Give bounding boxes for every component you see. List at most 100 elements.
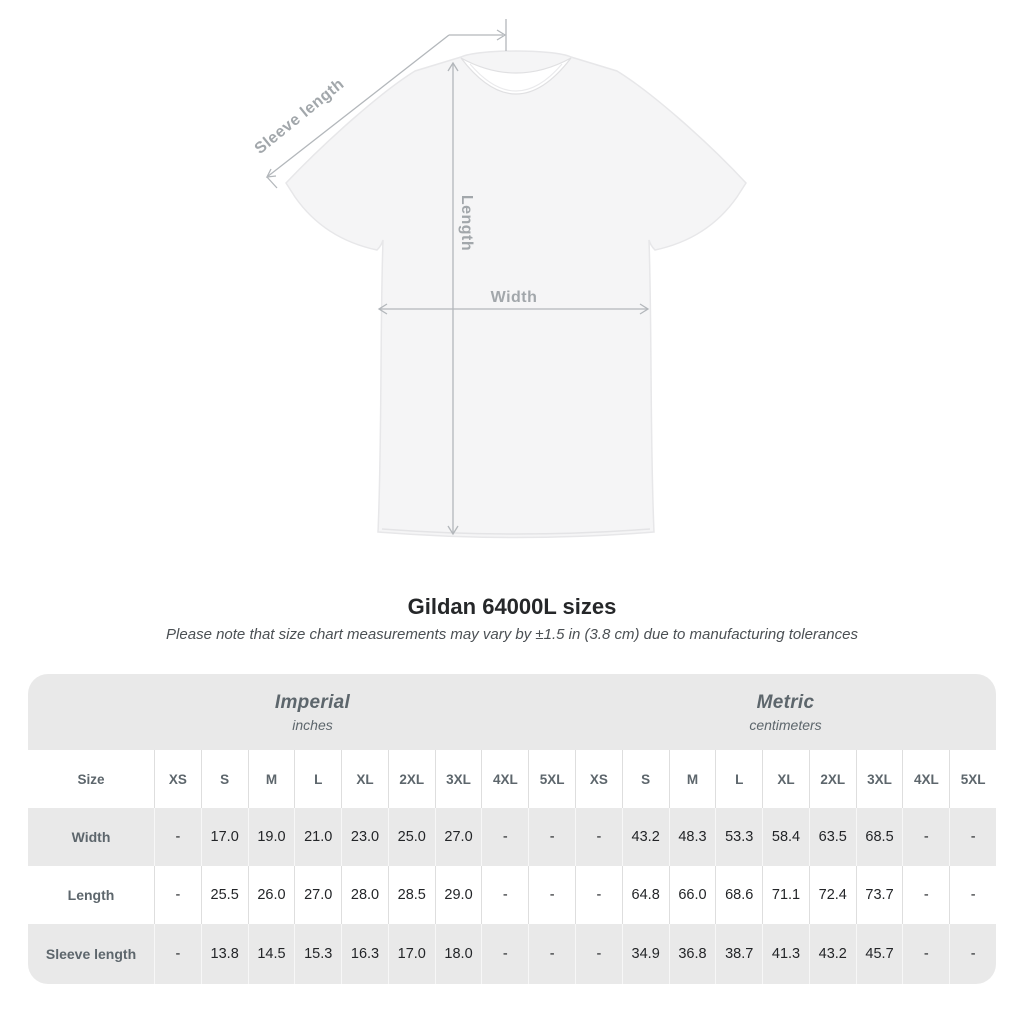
table-cell: - — [528, 866, 575, 924]
page-title: Gildan 64000L sizes — [407, 594, 617, 619]
table-cell: 45.7 — [855, 924, 903, 984]
table-cell: - — [575, 866, 622, 924]
col-header-metric-5xl: 5XL — [949, 750, 996, 808]
table-cell: 14.5 — [247, 924, 295, 984]
col-header-imperial-xs: XS — [154, 750, 201, 808]
col-header-metric-xs: XS — [575, 750, 622, 808]
table-cell: 43.2 — [621, 808, 669, 866]
tshirt-body-shape — [285, 50, 747, 539]
table-cell: 13.8 — [200, 924, 248, 984]
table-cell: 18.0 — [434, 924, 482, 984]
imperial-unit-subtitle: inches — [292, 716, 333, 733]
col-header-metric-m: M — [668, 750, 716, 808]
table-cell: - — [949, 866, 996, 924]
table-cell: - — [902, 866, 949, 924]
width-annotation-label: Width — [490, 289, 538, 306]
table-cell: 64.8 — [621, 866, 669, 924]
table-cell: 25.0 — [387, 808, 435, 866]
table-cell: 28.0 — [341, 866, 388, 924]
table-cell: 58.4 — [762, 808, 809, 866]
table-cell: 34.9 — [621, 924, 669, 984]
measurement-arrows — [265, 19, 650, 536]
col-header-metric-2xl: 2XL — [808, 750, 856, 808]
tshirt-neck-hole — [460, 57, 572, 95]
row-label-sleeve-length: Sleeve length — [45, 946, 137, 962]
table-cell: 73.7 — [855, 866, 903, 924]
table-cell: 48.3 — [668, 808, 716, 866]
row-label-width: Width — [71, 829, 111, 845]
metric-unit-subtitle: centimeters — [749, 716, 822, 733]
table-cell: - — [154, 924, 201, 984]
size-chart-table: Imperial inches Metric centimeters Size … — [28, 674, 996, 984]
table-cell: 19.0 — [247, 808, 295, 866]
col-header-metric-s: S — [621, 750, 669, 808]
table-cell: 23.0 — [341, 808, 388, 866]
tshirt-hem-line — [381, 528, 651, 535]
table-cell: - — [154, 866, 201, 924]
table-cell: 27.0 — [294, 866, 341, 924]
metric-unit-header: Metric centimeters — [575, 674, 996, 750]
table-cell: 53.3 — [715, 808, 762, 866]
size-header-row: Size XS S M L XL 2XL 3XL 4XL 5XL XS S M … — [28, 750, 996, 808]
row-label-length: Length — [67, 887, 115, 903]
size-column-header: Size — [77, 771, 105, 787]
col-header-metric-xl: XL — [762, 750, 809, 808]
col-header-metric-l: L — [715, 750, 762, 808]
table-cell: - — [575, 924, 622, 984]
imperial-unit-header: Imperial inches — [28, 674, 575, 750]
table-cell: 25.5 — [200, 866, 248, 924]
col-header-imperial-2xl: 2XL — [387, 750, 435, 808]
tshirt-measurement-figure: Sleeve length Length Width — [252, 19, 747, 539]
table-cell: 27.0 — [434, 808, 482, 866]
col-header-imperial-s: S — [200, 750, 248, 808]
table-cell: - — [528, 924, 575, 984]
table-cell: 36.8 — [668, 924, 716, 984]
table-row-length: Length - 25.5 26.0 27.0 28.0 28.5 29.0 -… — [28, 866, 996, 924]
table-cell: 41.3 — [762, 924, 809, 984]
col-header-imperial-3xl: 3XL — [434, 750, 482, 808]
table-cell: 17.0 — [387, 924, 435, 984]
col-header-imperial-m: M — [247, 750, 295, 808]
col-header-metric-3xl: 3XL — [855, 750, 903, 808]
size-guide-page: Sleeve length Length Width Gildan 64000L… — [0, 19, 1024, 984]
col-header-imperial-4xl: 4XL — [481, 750, 528, 808]
table-cell: - — [949, 924, 996, 984]
table-cell: 68.5 — [855, 808, 903, 866]
table-cell: 28.5 — [387, 866, 435, 924]
tshirt-illustration — [265, 19, 747, 539]
table-cell: 72.4 — [808, 866, 856, 924]
col-header-imperial-5xl: 5XL — [528, 750, 575, 808]
table-cell: - — [481, 866, 528, 924]
table-cell: 68.6 — [715, 866, 762, 924]
table-cell: 26.0 — [247, 866, 295, 924]
table-cell: - — [949, 808, 996, 866]
table-cell: - — [481, 924, 528, 984]
table-cell: 66.0 — [668, 866, 716, 924]
table-cell: - — [902, 924, 949, 984]
table-cell: 38.7 — [715, 924, 762, 984]
unit-header-band: Imperial inches Metric centimeters — [28, 674, 996, 750]
table-cell: 71.1 — [762, 866, 809, 924]
col-header-imperial-l: L — [294, 750, 341, 808]
table-cell: 29.0 — [434, 866, 482, 924]
table-row-sleeve-length: Sleeve length - 13.8 14.5 15.3 16.3 17.0… — [28, 924, 996, 984]
tolerance-note: Please note that size chart measurements… — [166, 626, 858, 643]
table-cell: - — [575, 808, 622, 866]
table-cell: 21.0 — [294, 808, 341, 866]
table-cell: 15.3 — [294, 924, 341, 984]
table-cell: 17.0 — [200, 808, 248, 866]
length-annotation-label: Length — [458, 194, 475, 252]
table-cell: - — [528, 808, 575, 866]
table-cell: - — [902, 808, 949, 866]
table-cell: - — [481, 808, 528, 866]
table-cell: 16.3 — [341, 924, 388, 984]
table-row-width: Width - 17.0 19.0 21.0 23.0 25.0 27.0 - … — [28, 808, 996, 866]
table-cell: 43.2 — [808, 924, 856, 984]
imperial-unit-name: Imperial — [274, 691, 351, 713]
table-cell: - — [154, 808, 201, 866]
table-cell: 63.5 — [808, 808, 856, 866]
title-block: Gildan 64000L sizes Please note that siz… — [0, 594, 1024, 644]
tshirt-collar-seam — [469, 63, 563, 92]
col-header-imperial-xl: XL — [341, 750, 388, 808]
metric-unit-name: Metric — [756, 691, 815, 713]
